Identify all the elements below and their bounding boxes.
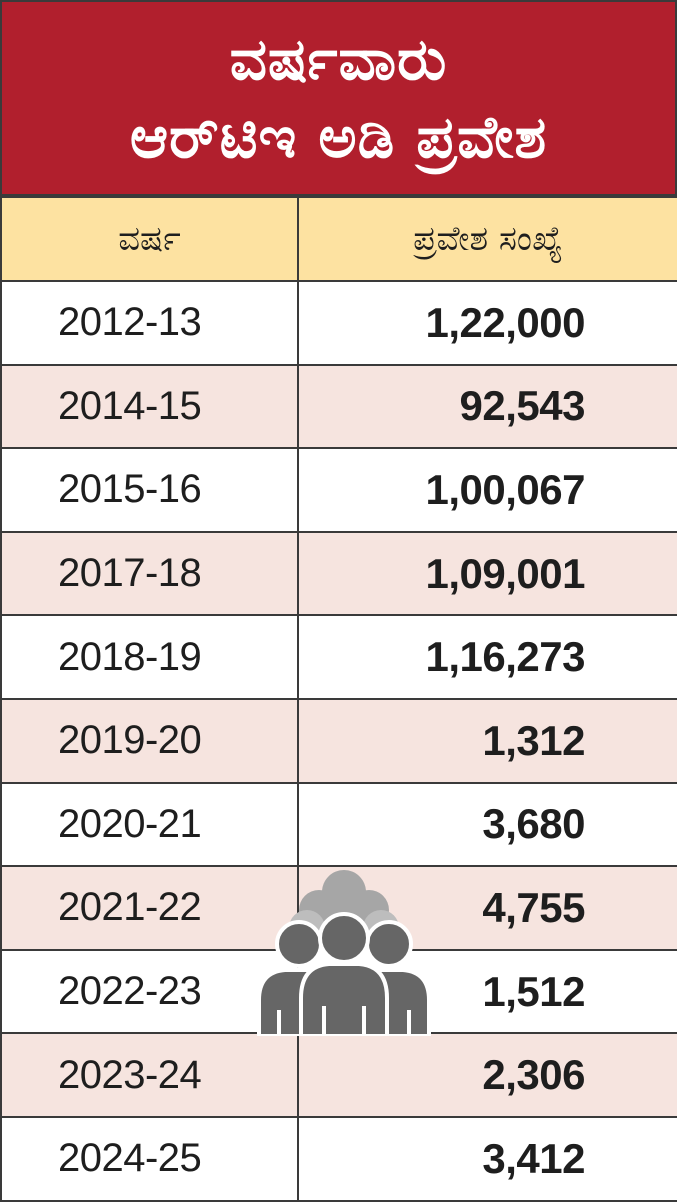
table-row: 2018-19 1,16,273 xyxy=(0,614,677,700)
table-header-row: ವರ್ಷ ಪ್ರವೇಶ ಸಂಖ್ಯೆ xyxy=(0,196,677,282)
year-cell: 2014-15 xyxy=(0,363,299,450)
year-cell: 2012-13 xyxy=(0,280,299,366)
table-row: 2015-16 1,00,067 xyxy=(0,447,677,533)
title-line-1: ವರ್ಷವಾರು xyxy=(229,25,448,93)
column-header-year: ವರ್ಷ xyxy=(0,196,299,282)
year-cell: 2023-24 xyxy=(0,1032,299,1118)
year-cell: 2018-19 xyxy=(0,614,299,700)
admissions-cell: 1,312 xyxy=(297,697,677,784)
year-cell: 2024-25 xyxy=(0,1115,299,1202)
table-row: 2014-15 92,543 xyxy=(0,363,677,450)
admissions-cell: 2,306 xyxy=(297,1032,677,1118)
year-cell: 2015-16 xyxy=(0,447,299,533)
table-row: 2012-13 1,22,000 xyxy=(0,280,677,366)
column-header-admissions: ಪ್ರವೇಶ ಸಂಖ್ಯೆ xyxy=(297,196,677,282)
table-body: 2012-13 1,22,000 2014-15 92,543 2015-16 1,00,… xyxy=(0,280,677,1202)
admissions-table: ವರ್ಷ ಪ್ರವೇಶ ಸಂಖ್ಯೆ 2012-13 1,22,000 2014-1… xyxy=(0,196,677,1202)
table-row: 2023-24 2,306 xyxy=(0,1032,677,1118)
year-cell: 2017-18 xyxy=(0,530,299,617)
table-row: 2020-21 3,680 xyxy=(0,781,677,868)
year-cell: 2022-23 xyxy=(0,948,299,1035)
admissions-cell: 92,543 xyxy=(297,363,677,450)
admissions-cell: 1,00,067 xyxy=(297,447,677,533)
title-line-2: ಆರ್‌ಟಿಇ ಅಡಿ ಪ್ರವೇಶ xyxy=(129,103,548,171)
year-cell: 2020-21 xyxy=(0,781,299,868)
year-cell: 2021-22 xyxy=(0,865,299,951)
year-cell: 2019-20 xyxy=(0,697,299,784)
admissions-cell: 1,16,273 xyxy=(297,614,677,700)
admissions-cell: 3,412 xyxy=(297,1115,677,1202)
front-people xyxy=(257,912,431,1036)
chart-title: ವರ್ಷವಾರು ಆರ್‌ಟಿಇ ಅಡಿ ಪ್ರವೇಶ xyxy=(0,0,677,196)
leg-gaps xyxy=(277,1006,411,1036)
table-row: 2024-25 3,412 xyxy=(0,1115,677,1202)
admissions-cell: 1,22,000 xyxy=(297,280,677,366)
table-row: 2019-20 1,312 xyxy=(0,697,677,784)
admissions-cell: 1,09,001 xyxy=(297,530,677,617)
admissions-cell: 3,680 xyxy=(297,781,677,868)
people-group-icon xyxy=(257,870,431,1036)
table-row: 2017-18 1,09,001 xyxy=(0,530,677,617)
